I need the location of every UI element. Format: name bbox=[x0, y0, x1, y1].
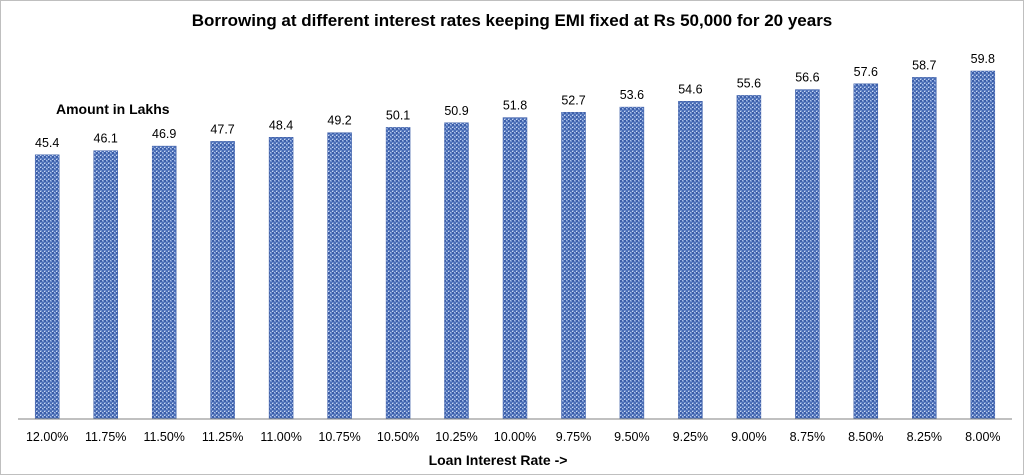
x-tick-11.75%: 11.75% bbox=[85, 430, 126, 444]
bar-10.25% bbox=[444, 122, 469, 420]
bar-10.75% bbox=[327, 132, 352, 420]
bar-11.25% bbox=[210, 141, 235, 420]
chart-title: Borrowing at different interest rates ke… bbox=[192, 11, 833, 30]
data-label-11.00%: 48.4 bbox=[269, 118, 293, 132]
data-label-10.75%: 49.2 bbox=[327, 114, 351, 128]
x-tick-8.25%: 8.25% bbox=[907, 430, 942, 444]
x-tick-12.00%: 12.00% bbox=[26, 430, 68, 444]
x-tick-10.75%: 10.75% bbox=[318, 430, 360, 444]
bar-8.00% bbox=[970, 70, 996, 420]
data-label-10.50%: 50.1 bbox=[386, 108, 410, 122]
bar-11.75% bbox=[93, 150, 118, 420]
data-label-10.25%: 50.9 bbox=[444, 104, 468, 118]
x-tick-8.75%: 8.75% bbox=[790, 430, 825, 444]
x-tick-9.00%: 9.00% bbox=[731, 430, 766, 444]
y-axis-label: Amount in Lakhs bbox=[56, 101, 170, 117]
bar-9.25% bbox=[678, 101, 703, 420]
data-label-8.00%: 59.8 bbox=[971, 52, 995, 66]
data-label-11.50%: 46.9 bbox=[152, 127, 176, 141]
bar-11.50% bbox=[151, 145, 177, 420]
data-label-8.25%: 58.7 bbox=[912, 58, 936, 72]
data-label-8.75%: 56.6 bbox=[795, 71, 819, 85]
data-label-11.75%: 46.1 bbox=[94, 132, 118, 146]
data-label-10.00%: 51.8 bbox=[503, 99, 527, 113]
x-tick-10.25%: 10.25% bbox=[435, 430, 477, 444]
x-tick-9.25%: 9.25% bbox=[673, 430, 708, 444]
x-tick-8.00%: 8.00% bbox=[965, 430, 1000, 444]
x-tick-10.00%: 10.00% bbox=[494, 430, 536, 444]
bar-10.50% bbox=[385, 127, 411, 420]
x-tick-11.25%: 11.25% bbox=[202, 430, 243, 444]
bar-8.25% bbox=[912, 77, 937, 420]
x-axis-label: Loan Interest Rate -> bbox=[429, 452, 568, 468]
data-label-11.25%: 47.7 bbox=[210, 122, 234, 136]
x-tick-11.00%: 11.00% bbox=[260, 430, 301, 444]
data-label-9.50%: 53.6 bbox=[620, 88, 644, 102]
data-label-9.25%: 54.6 bbox=[678, 82, 702, 96]
x-ticks-group: 12.00% 11.75% 11.50% 11.25% 11.00% 10.75% 10.5… bbox=[26, 430, 1001, 444]
bar-10.00% bbox=[502, 117, 528, 420]
bars-group: 45.4 46.1 46.9 47.7 48.4 49.2 50.1 50.9 51.8 52.7… bbox=[34, 52, 996, 420]
bar-9.00% bbox=[736, 95, 762, 420]
x-tick-11.50%: 11.50% bbox=[143, 430, 184, 444]
data-label-9.00%: 55.6 bbox=[737, 76, 761, 90]
data-label-8.50%: 57.6 bbox=[854, 65, 878, 79]
data-label-12.00%: 45.4 bbox=[35, 136, 59, 150]
data-label-9.75%: 52.7 bbox=[561, 93, 585, 107]
x-tick-10.50%: 10.50% bbox=[377, 430, 419, 444]
bar-9.75% bbox=[561, 112, 586, 420]
bar-12.00% bbox=[34, 154, 60, 420]
bar-8.50% bbox=[853, 83, 879, 420]
bar-9.50% bbox=[619, 106, 645, 420]
x-tick-9.50%: 9.50% bbox=[614, 430, 649, 444]
x-tick-9.75%: 9.75% bbox=[556, 430, 591, 444]
bar-11.00% bbox=[268, 137, 294, 420]
bar-8.75% bbox=[795, 89, 820, 420]
x-tick-8.50%: 8.50% bbox=[848, 430, 883, 444]
